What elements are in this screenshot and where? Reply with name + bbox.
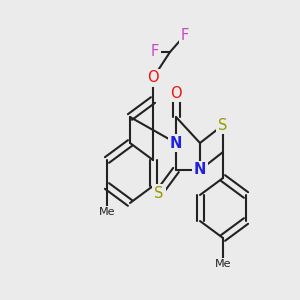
Text: F: F bbox=[151, 44, 159, 59]
Text: Me: Me bbox=[215, 259, 231, 269]
Text: S: S bbox=[218, 118, 228, 133]
Text: O: O bbox=[147, 70, 159, 86]
Text: Me: Me bbox=[99, 207, 115, 217]
Text: N: N bbox=[170, 136, 182, 151]
Text: F: F bbox=[181, 28, 189, 43]
Text: S: S bbox=[154, 185, 164, 200]
Text: O: O bbox=[170, 85, 182, 100]
Text: N: N bbox=[194, 163, 206, 178]
